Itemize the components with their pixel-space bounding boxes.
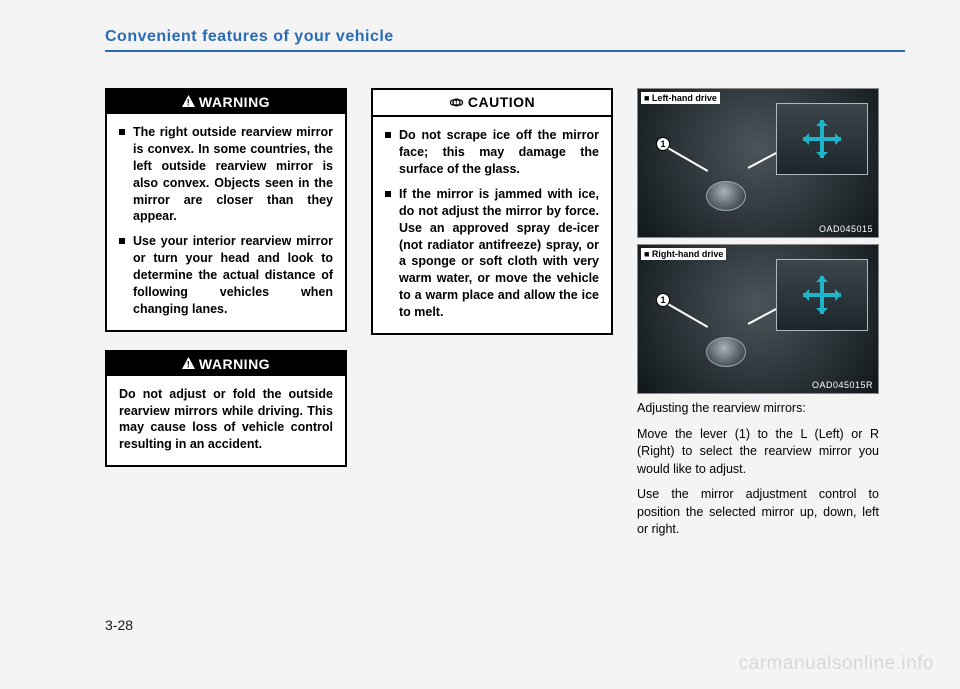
warning-title: ! WARNING — [107, 90, 345, 114]
zoom-line — [748, 151, 779, 168]
photo-code: OAD045015 — [819, 224, 873, 234]
mirror-knob — [706, 337, 746, 367]
callout-number: 1 — [656, 137, 670, 151]
warning-item: Use your interior rearview mirror or tur… — [119, 233, 333, 317]
warning-item: The right outside rearview mirror is con… — [119, 124, 333, 225]
photo-code: OAD045015R — [812, 380, 873, 390]
page-number: 3-28 — [105, 617, 133, 633]
body-paragraph: Use the mirror adjustment control to pos… — [637, 486, 879, 539]
svg-text:!: ! — [187, 98, 191, 108]
body-paragraph: Adjusting the rearview mirrors: — [637, 400, 879, 418]
warning-body-2: Do not adjust or fold the outside rearvi… — [107, 376, 345, 466]
warning-icon: ! — [182, 357, 195, 372]
warning-body-1: The right outside rearview mirror is con… — [107, 114, 345, 330]
zoom-inset — [776, 259, 868, 331]
caution-title: ! CAUTION — [373, 90, 611, 117]
body-paragraph: Move the lever (1) to the L (Left) or R … — [637, 426, 879, 479]
svg-text:!: ! — [455, 100, 458, 107]
column-middle: ! CAUTION Do not scrape ice off the mirr… — [371, 88, 613, 547]
column-right: ■ Left-hand drive 1 OAD045015 ■ Right-ha… — [637, 88, 879, 547]
warning-label: WARNING — [199, 94, 270, 110]
page-header: Convenient features of your vehicle — [105, 28, 905, 52]
mirror-knob — [706, 181, 746, 211]
zoom-inset — [776, 103, 868, 175]
warning-title: ! WARNING — [107, 352, 345, 376]
warning-box-1: ! WARNING The right outside rearview mir… — [105, 88, 347, 332]
section-title: Convenient features of your vehicle — [105, 28, 394, 45]
photo-right-hand-drive: ■ Right-hand drive 1 OAD045015R — [637, 244, 879, 394]
content-columns: ! WARNING The right outside rearview mir… — [105, 88, 905, 547]
warning-label: WARNING — [199, 356, 270, 372]
warning-box-2: ! WARNING Do not adjust or fold the outs… — [105, 350, 347, 468]
svg-text:!: ! — [187, 359, 191, 369]
caution-box: ! CAUTION Do not scrape ice off the mirr… — [371, 88, 613, 335]
direction-arrows — [801, 118, 843, 160]
callout-line — [668, 147, 709, 171]
photo-tag: ■ Right-hand drive — [641, 248, 726, 260]
callout-number: 1 — [656, 293, 670, 307]
photo-tag: ■ Left-hand drive — [641, 92, 720, 104]
warning-icon: ! — [182, 95, 195, 110]
caution-icon: ! — [449, 95, 464, 111]
caution-label: CAUTION — [468, 94, 535, 110]
manual-page: Convenient features of your vehicle ! WA… — [0, 0, 960, 689]
watermark: carmanualsonline.info — [739, 653, 934, 675]
body-text: Adjusting the rearview mirrors: Move the… — [637, 400, 879, 539]
callout-line — [668, 303, 709, 327]
caution-item: Do not scrape ice off the mirror face; t… — [385, 127, 599, 178]
direction-arrows — [801, 274, 843, 316]
zoom-line — [748, 307, 779, 324]
column-left: ! WARNING The right outside rearview mir… — [105, 88, 347, 547]
caution-item: If the mirror is jammed with ice, do not… — [385, 186, 599, 321]
photo-left-hand-drive: ■ Left-hand drive 1 OAD045015 — [637, 88, 879, 238]
caution-body: Do not scrape ice off the mirror face; t… — [373, 117, 611, 333]
